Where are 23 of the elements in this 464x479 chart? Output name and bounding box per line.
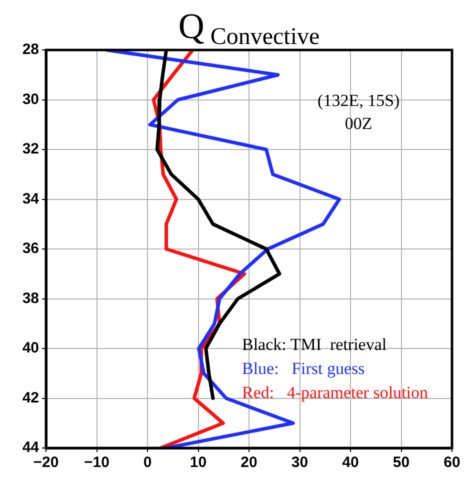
series-label: Red: 4-parameter solution	[242, 383, 429, 402]
x-tick-label: 60	[444, 454, 460, 472]
x-tick-label: 50	[392, 454, 410, 472]
x-tick-label: −20	[33, 454, 59, 472]
y-tick-label: 44	[22, 439, 40, 456]
annotation: 00Z	[344, 114, 372, 133]
y-tick-label: 28	[22, 41, 39, 58]
y-tick-label: 42	[22, 389, 39, 406]
x-tick-label: 0	[143, 454, 152, 472]
x-tick-label: 30	[291, 454, 308, 472]
x-tick-label: 10	[190, 454, 207, 472]
y-tick-label: 30	[22, 90, 39, 108]
series-label: Black: TMI retrieval	[242, 335, 387, 354]
y-tick-label: 32	[22, 140, 39, 158]
x-tick-label: 40	[342, 454, 359, 472]
y-tick-label: 38	[22, 290, 39, 307]
series-label: Blue: First guess	[242, 359, 365, 378]
x-tick-label: 20	[240, 454, 258, 472]
annotation: (132E, 15S)	[318, 91, 400, 110]
y-tick-label: 36	[22, 240, 39, 258]
y-tick-label: 34	[22, 190, 40, 208]
y-tick-label: 40	[22, 340, 39, 357]
x-tick-label: −10	[84, 454, 110, 472]
